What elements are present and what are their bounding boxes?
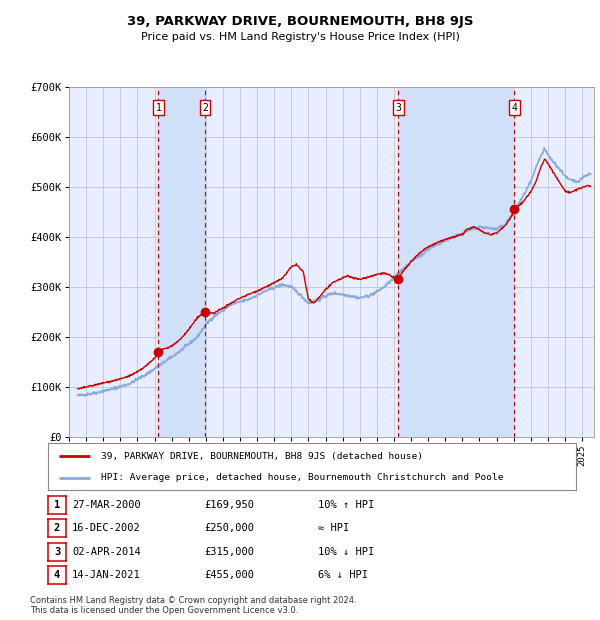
Bar — [158, 87, 205, 437]
Text: 2: 2 — [202, 102, 208, 113]
Text: 4: 4 — [511, 102, 517, 113]
Text: HPI: Average price, detached house, Bournemouth Christchurch and Poole: HPI: Average price, detached house, Bour… — [101, 473, 503, 482]
Text: 10% ↓ HPI: 10% ↓ HPI — [318, 547, 374, 557]
Text: 3: 3 — [395, 102, 401, 113]
Text: 02-APR-2014: 02-APR-2014 — [72, 547, 141, 557]
Text: £455,000: £455,000 — [204, 570, 254, 580]
Text: ≈ HPI: ≈ HPI — [318, 523, 349, 533]
Text: £315,000: £315,000 — [204, 547, 254, 557]
Text: 3: 3 — [54, 547, 60, 557]
Text: 4: 4 — [54, 570, 60, 580]
Text: £169,950: £169,950 — [204, 500, 254, 510]
Text: 1: 1 — [54, 500, 60, 510]
Text: 39, PARKWAY DRIVE, BOURNEMOUTH, BH8 9JS (detached house): 39, PARKWAY DRIVE, BOURNEMOUTH, BH8 9JS … — [101, 452, 423, 461]
Text: £250,000: £250,000 — [204, 523, 254, 533]
Text: 10% ↑ HPI: 10% ↑ HPI — [318, 500, 374, 510]
Text: 6% ↓ HPI: 6% ↓ HPI — [318, 570, 368, 580]
Text: 14-JAN-2021: 14-JAN-2021 — [72, 570, 141, 580]
Text: 2: 2 — [54, 523, 60, 533]
Text: Price paid vs. HM Land Registry's House Price Index (HPI): Price paid vs. HM Land Registry's House … — [140, 32, 460, 42]
Bar — [398, 87, 514, 437]
Text: 27-MAR-2000: 27-MAR-2000 — [72, 500, 141, 510]
Text: 39, PARKWAY DRIVE, BOURNEMOUTH, BH8 9JS: 39, PARKWAY DRIVE, BOURNEMOUTH, BH8 9JS — [127, 16, 473, 29]
Text: 16-DEC-2002: 16-DEC-2002 — [72, 523, 141, 533]
Text: Contains HM Land Registry data © Crown copyright and database right 2024.
This d: Contains HM Land Registry data © Crown c… — [30, 596, 356, 615]
Text: 1: 1 — [155, 102, 161, 113]
